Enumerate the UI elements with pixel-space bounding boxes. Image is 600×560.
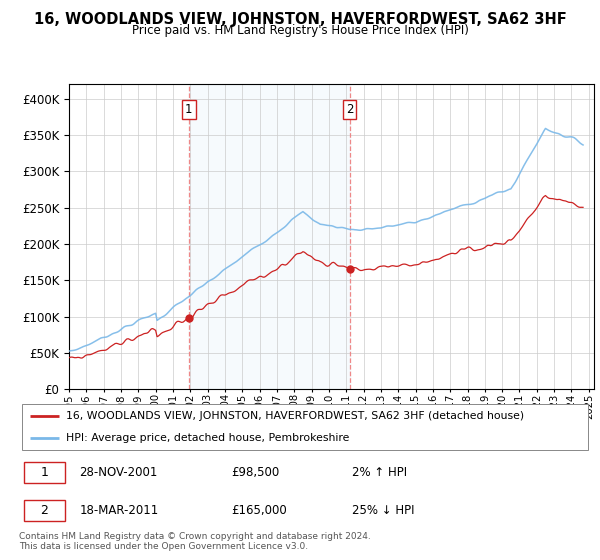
Text: 1: 1: [185, 103, 193, 116]
Text: £98,500: £98,500: [231, 466, 280, 479]
Text: 2: 2: [346, 103, 353, 116]
Text: Price paid vs. HM Land Registry's House Price Index (HPI): Price paid vs. HM Land Registry's House …: [131, 24, 469, 37]
Text: 18-MAR-2011: 18-MAR-2011: [79, 504, 158, 517]
Text: 2% ↑ HPI: 2% ↑ HPI: [352, 466, 407, 479]
Text: 2: 2: [40, 504, 49, 517]
FancyBboxPatch shape: [24, 462, 65, 483]
Text: 28-NOV-2001: 28-NOV-2001: [79, 466, 158, 479]
Text: 1: 1: [40, 466, 49, 479]
Text: £165,000: £165,000: [231, 504, 287, 517]
FancyBboxPatch shape: [22, 404, 588, 450]
Text: HPI: Average price, detached house, Pembrokeshire: HPI: Average price, detached house, Pemb…: [66, 433, 350, 443]
Text: Contains HM Land Registry data © Crown copyright and database right 2024.
This d: Contains HM Land Registry data © Crown c…: [19, 532, 371, 552]
Text: 16, WOODLANDS VIEW, JOHNSTON, HAVERFORDWEST, SA62 3HF: 16, WOODLANDS VIEW, JOHNSTON, HAVERFORDW…: [34, 12, 566, 27]
Text: 16, WOODLANDS VIEW, JOHNSTON, HAVERFORDWEST, SA62 3HF (detached house): 16, WOODLANDS VIEW, JOHNSTON, HAVERFORDW…: [66, 411, 524, 421]
Bar: [189, 84, 350, 389]
Text: 25% ↓ HPI: 25% ↓ HPI: [352, 504, 414, 517]
FancyBboxPatch shape: [24, 500, 65, 521]
